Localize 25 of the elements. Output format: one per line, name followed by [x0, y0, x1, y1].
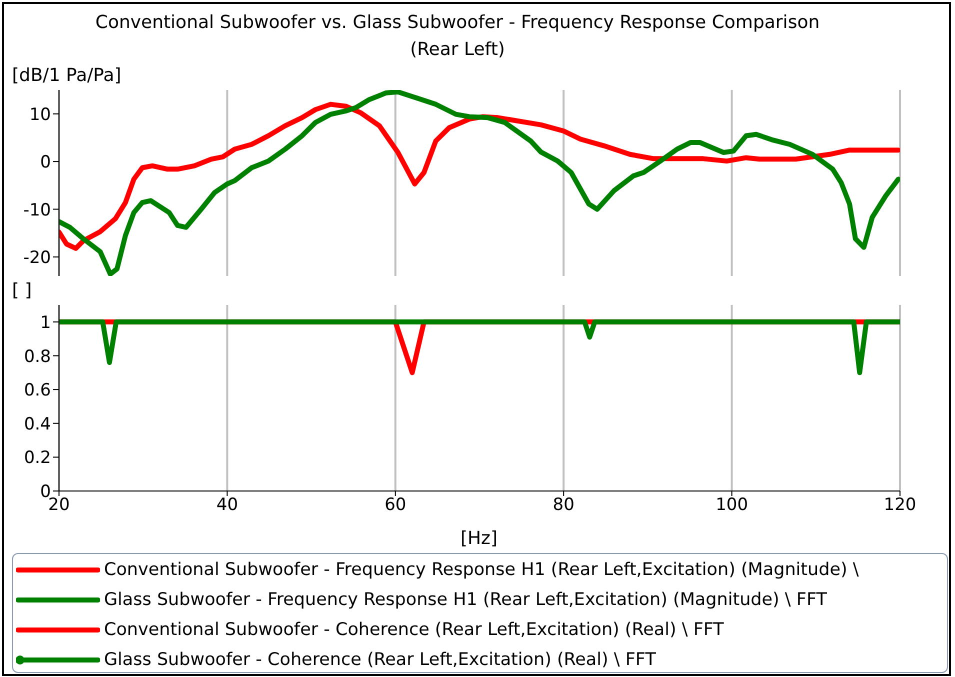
y-tick-label: 1	[40, 312, 51, 333]
y-tick-label: 10	[29, 104, 51, 125]
y-tick-label: 0	[40, 482, 51, 502]
y-axis-title: [dB/1 Pa/Pa]	[12, 65, 122, 86]
x-tick-label: 40	[216, 495, 238, 516]
y-tick-label: 0	[40, 152, 51, 173]
legend-label: Conventional Subwoofer - Frequency Response H1 (Rear Left,Excitation) (Magnitude) \	[104, 560, 859, 580]
y-tick-label: 0.6	[24, 380, 51, 401]
y-tick-label: -10	[23, 200, 51, 220]
y-tick-label: 0.8	[24, 346, 51, 367]
x-axis-title: [Hz]	[459, 528, 499, 549]
y-axis-title: [ ]	[12, 280, 32, 301]
x-tick-label: 120	[884, 495, 916, 516]
y-tick-label: 0.4	[24, 414, 51, 434]
chart-title: Conventional Subwoofer vs. Glass Subwoofer - Frequency Response Comparison	[94, 12, 821, 33]
legend-label: Glass Subwoofer - Frequency Response H1 (Rear Left,Excitation) (Magnitude) \ FFT	[104, 590, 827, 610]
y-tick-label: 0.2	[24, 448, 51, 468]
x-tick-label: 20	[48, 495, 70, 516]
chart-subtitle: (Rear Left)	[409, 39, 506, 60]
x-tick-label: 80	[552, 495, 574, 516]
legend-label: Glass Subwoofer - Coherence (Rear Left,Excitation) (Real) \ FFT	[104, 650, 656, 670]
legend-label: Conventional Subwoofer - Coherence (Rear Left,Excitation) (Real) \ FFT	[104, 620, 724, 640]
y-tick-label: -20	[23, 248, 51, 268]
x-tick-label: 60	[384, 495, 406, 516]
x-tick-label: 100	[716, 495, 748, 516]
